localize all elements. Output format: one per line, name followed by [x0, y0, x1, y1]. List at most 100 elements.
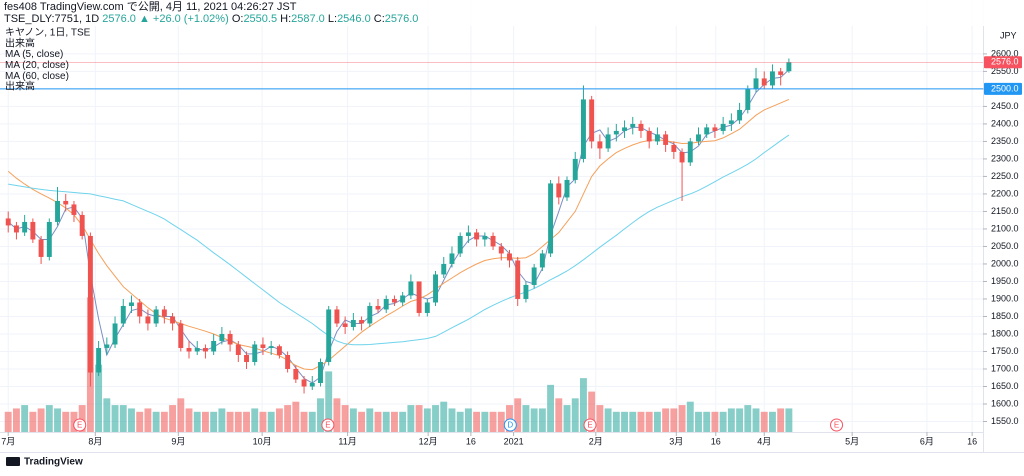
event-marker: [830, 418, 844, 432]
candle-body: [194, 347, 200, 352]
event-marker: [583, 418, 597, 432]
candle-body: [145, 316, 151, 324]
candle-body: [548, 183, 554, 254]
volume-bar: [432, 405, 439, 432]
candle-body: [71, 204, 77, 215]
event-label: E: [587, 421, 592, 430]
candle-body: [654, 134, 660, 142]
candle-body: [531, 267, 537, 285]
candle-body: [597, 141, 603, 149]
candle-body: [252, 344, 258, 362]
volume-bar: [185, 408, 193, 432]
legend-title: キヤノン, 1日, TSE: [5, 28, 91, 39]
volume-bar: [54, 408, 61, 432]
candle-body: [769, 71, 775, 86]
candle-body: [572, 158, 578, 180]
volume-bar: [456, 411, 464, 432]
event-marker: [503, 418, 517, 432]
x-tick-label: 16: [711, 436, 721, 446]
volume-bar: [234, 411, 242, 432]
candle-body: [260, 344, 266, 348]
candle-body: [474, 232, 480, 240]
volume-bar: [251, 408, 259, 432]
y-tick-label: 2200.0: [991, 188, 1019, 198]
x-tick-label: 8月: [88, 436, 102, 446]
volume-bar: [522, 405, 530, 432]
candle-body: [22, 221, 28, 233]
candle-body: [219, 333, 225, 341]
candle-body: [737, 109, 743, 121]
x-tick-label: 12月: [419, 436, 438, 446]
event-label: D: [507, 421, 513, 430]
volume-bar: [4, 411, 12, 432]
candle-body: [318, 361, 323, 383]
volume-bar: [653, 411, 661, 432]
candle-body: [293, 368, 299, 380]
x-tick-label: 3月: [669, 436, 683, 446]
candle-body: [170, 316, 176, 324]
volume-bar: [275, 408, 283, 432]
volume-bar: [12, 408, 20, 432]
candle-body: [137, 302, 143, 317]
candle-body: [227, 333, 233, 345]
volume-bar: [604, 408, 612, 432]
candle-body: [120, 305, 126, 324]
candle-body: [778, 71, 784, 75]
volume-bar: [70, 411, 78, 432]
volume-bar: [547, 384, 555, 432]
volume-bar: [489, 411, 497, 432]
candle-body: [153, 309, 159, 324]
candle-body: [161, 309, 167, 317]
header-bg: [0, 0, 1024, 26]
volume-bar: [300, 411, 308, 432]
volume-bar: [760, 411, 768, 432]
candle-body: [334, 309, 340, 324]
y-tick-label: 1750.0: [991, 346, 1019, 356]
ohlc-label: L:: [328, 13, 337, 25]
change: ▲ +26.0 (+1.02%): [139, 13, 229, 25]
volume-bar: [308, 411, 316, 432]
candle-body: [408, 281, 414, 296]
volume-bar: [481, 411, 489, 432]
candle-body: [605, 134, 611, 149]
legend-ma: MA (20, close): [5, 60, 69, 71]
candle-body: [786, 62, 792, 72]
price-line-label: 2500.0: [991, 83, 1019, 93]
volume-bar: [317, 398, 324, 432]
ohlc-value: 2550.5: [243, 13, 277, 25]
last-price-label: 2576.0: [991, 57, 1019, 67]
y-tick-label: 2550.0: [991, 66, 1019, 76]
volume-bar: [103, 398, 111, 432]
candle-body: [630, 123, 636, 128]
candle-body: [539, 253, 545, 268]
volume-bar: [506, 405, 513, 432]
candle-body: [375, 305, 381, 310]
candle-body: [465, 232, 471, 236]
y-tick-label: 1600.0: [991, 398, 1019, 408]
y-tick-label: 2150.0: [991, 206, 1019, 216]
candle-body: [441, 263, 447, 275]
candle-body: [367, 305, 373, 324]
volume-bar: [629, 411, 637, 432]
candle-body: [589, 99, 595, 142]
ma-line: [8, 134, 790, 346]
volume-bar: [284, 405, 292, 432]
y-tick-label: 2050.0: [991, 241, 1019, 251]
candle-body: [580, 99, 586, 159]
legend-ma: MA (60, close): [5, 71, 69, 82]
volume-bar: [678, 405, 686, 432]
volume-bar: [349, 408, 357, 432]
publisher: fes408 TradingView.com で公開, 4月 11, 2021 …: [4, 0, 297, 13]
candle-body: [515, 260, 521, 299]
volume-bar: [37, 408, 45, 432]
y-tick-label: 1800.0: [991, 328, 1019, 338]
candle-body: [638, 123, 644, 131]
volume-bar: [341, 405, 349, 432]
volume-bar: [292, 401, 300, 432]
volume-bar: [415, 405, 423, 432]
volume-bar: [201, 411, 209, 432]
y-tick-label: 1950.0: [991, 276, 1019, 286]
volume-bar: [78, 405, 86, 432]
volume-bar: [752, 408, 760, 432]
y-tick-label: 2000.0: [991, 258, 1019, 268]
